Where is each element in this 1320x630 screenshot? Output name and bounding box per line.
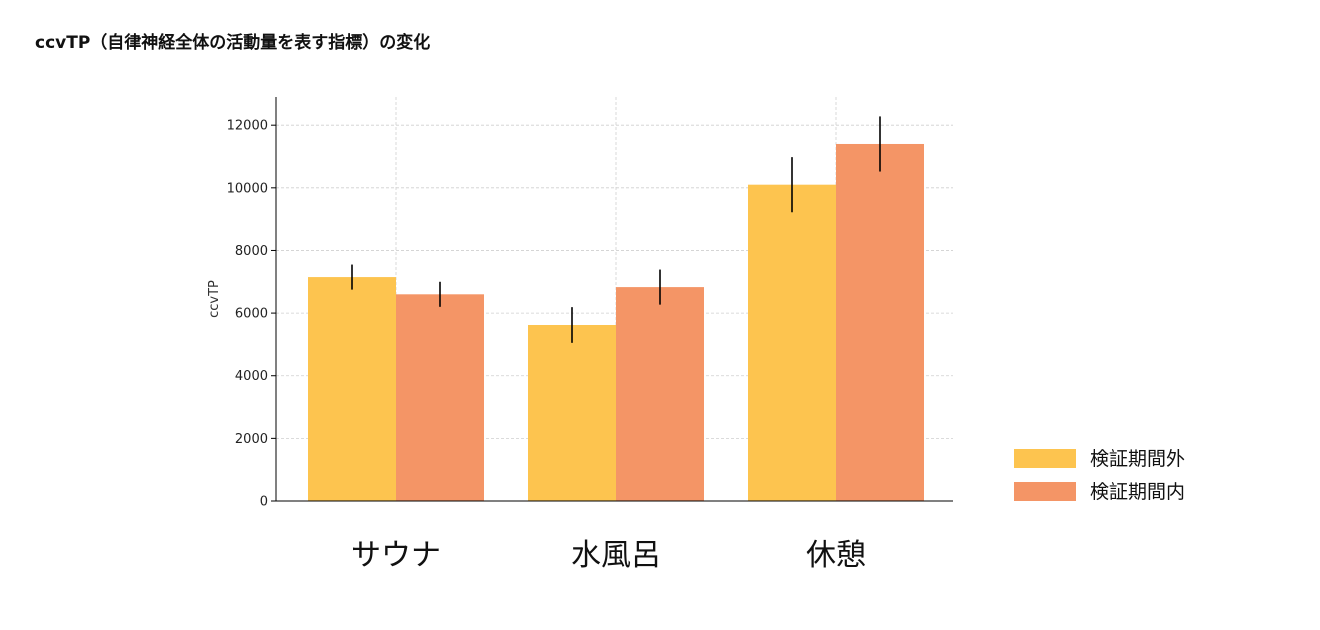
y-tick-label: 2000 [235,432,268,447]
legend-label: 検証期間内 [1090,481,1185,503]
bar [528,324,616,501]
x-tick-label: サウナ [351,538,441,573]
legend-label: 検証期間外 [1090,448,1185,470]
y-ticks: 0 2000 4000 6000 8000 10000 12000 [227,119,276,510]
y-tick-label: 8000 [235,244,268,259]
bars [308,143,924,501]
y-tick-label: 4000 [235,369,268,384]
legend-swatch [1014,449,1076,468]
bar [308,277,396,501]
bar [836,143,924,501]
x-ticks: サウナ 水風呂 休憩 [351,538,866,573]
chart-title: ccvTP（自律神経全体の活動量を表す指標）の変化 [35,33,431,53]
x-tick-label: 水風呂 [571,538,661,573]
error-bars [351,116,881,343]
axes [275,97,953,502]
y-axis-label: ccvTP [207,280,222,318]
y-tick-label: 0 [260,495,268,510]
x-tick-label: 休憩 [806,538,866,573]
bar [748,184,836,501]
y-tick-label: 6000 [235,307,268,322]
bar [396,294,484,501]
bar [616,287,704,501]
y-tick-label: 10000 [227,181,268,196]
y-tick-label: 12000 [227,119,268,134]
legend-swatch [1014,482,1076,501]
